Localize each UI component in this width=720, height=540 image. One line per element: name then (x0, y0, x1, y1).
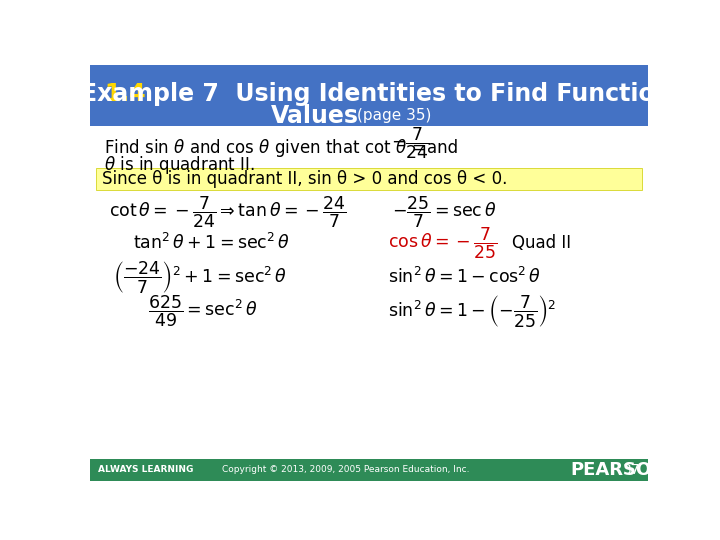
Text: $-\dfrac{7}{24}$: $-\dfrac{7}{24}$ (391, 126, 429, 161)
Text: Copyright © 2013, 2009, 2005 Pearson Education, Inc.: Copyright © 2013, 2009, 2005 Pearson Edu… (222, 465, 469, 474)
Text: $\sin^2\theta = 1 - \cos^2\theta$: $\sin^2\theta = 1 - \cos^2\theta$ (388, 267, 541, 287)
Text: $\theta$ is in quadrant II.: $\theta$ is in quadrant II. (104, 154, 255, 176)
Text: $\cos\theta = -\dfrac{7}{25}$: $\cos\theta = -\dfrac{7}{25}$ (388, 226, 498, 261)
Text: $\tan^2\theta + 1 = \sec^2\theta$: $\tan^2\theta + 1 = \sec^2\theta$ (132, 233, 289, 253)
Text: $\left(\dfrac{-24}{7}\right)^2 + 1 = \sec^2\theta$: $\left(\dfrac{-24}{7}\right)^2 + 1 = \se… (113, 259, 287, 294)
Text: Find sin $\theta$ and cos $\theta$ given that cot $\theta$ =: Find sin $\theta$ and cos $\theta$ given… (104, 137, 425, 159)
FancyBboxPatch shape (90, 65, 648, 126)
Text: Since θ is in quadrant II, sin θ > 0 and cos θ < 0.: Since θ is in quadrant II, sin θ > 0 and… (102, 170, 508, 188)
Text: (page 35): (page 35) (357, 108, 432, 123)
FancyBboxPatch shape (96, 168, 642, 190)
Text: $-\dfrac{25}{7} = \sec\theta$: $-\dfrac{25}{7} = \sec\theta$ (392, 195, 497, 231)
Text: 1.4: 1.4 (104, 82, 145, 106)
Text: Example 7  Using Identities to Find Function: Example 7 Using Identities to Find Funct… (81, 82, 672, 106)
Text: ALWAYS LEARNING: ALWAYS LEARNING (98, 465, 193, 474)
Text: Values: Values (271, 104, 359, 127)
Text: 37: 37 (623, 463, 640, 477)
Text: $\cot\theta = -\dfrac{7}{24} \Rightarrow \tan\theta = -\dfrac{24}{7}$: $\cot\theta = -\dfrac{7}{24} \Rightarrow… (109, 195, 347, 231)
Text: $\dfrac{625}{49} = \sec^2\theta$: $\dfrac{625}{49} = \sec^2\theta$ (148, 293, 258, 329)
FancyBboxPatch shape (90, 459, 648, 481)
Text: Quad II: Quad II (513, 234, 572, 252)
Text: $\sin^2\theta = 1 - \left(-\dfrac{7}{25}\right)^2$: $\sin^2\theta = 1 - \left(-\dfrac{7}{25}… (388, 293, 557, 329)
Text: and: and (427, 139, 458, 157)
Text: PEARSON: PEARSON (570, 461, 667, 479)
